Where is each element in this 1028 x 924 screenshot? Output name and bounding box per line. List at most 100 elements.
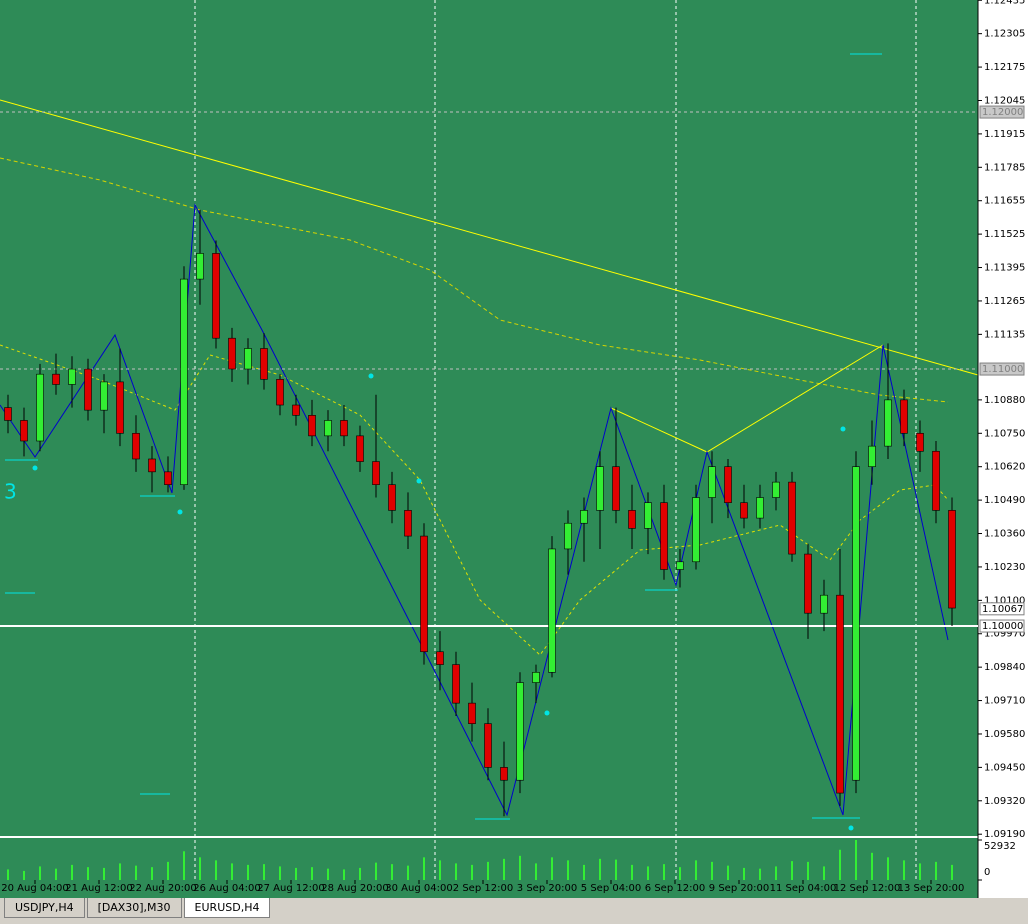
- y-tick-label: 1.09320: [984, 796, 1025, 807]
- candle-body: [564, 522, 572, 550]
- candle-body: [420, 535, 428, 653]
- y-tick-label: 1.10620: [984, 462, 1025, 473]
- price-label: 1.10000: [982, 621, 1023, 632]
- y-tick-label: 1.12175: [984, 62, 1025, 73]
- x-tick-label: 2 Sep 12:00: [453, 883, 513, 894]
- candle-body: [516, 682, 524, 781]
- candle-body: [788, 481, 796, 555]
- x-tick-label: 28 Aug 20:00: [321, 883, 388, 894]
- y-tick-label: 1.11265: [984, 296, 1025, 307]
- candle-body: [548, 548, 556, 673]
- y-tick-label: 1.11655: [984, 196, 1025, 207]
- price-label-box: [979, 619, 1025, 633]
- candle-body: [260, 348, 268, 380]
- candle-body: [772, 481, 780, 498]
- candle-body: [36, 373, 44, 442]
- candle-body: [660, 502, 668, 570]
- candle-body: [884, 399, 892, 447]
- x-tick-label: 6 Sep 12:00: [645, 883, 705, 894]
- candle-body: [244, 348, 252, 370]
- chart-tab[interactable]: EURUSD,H4: [183, 898, 271, 918]
- y-tick-label: 1.09840: [984, 662, 1025, 673]
- candle-body: [724, 466, 732, 503]
- y-tick-label: 1.09450: [984, 762, 1025, 773]
- y-tick-label: 1.12435: [984, 0, 1025, 6]
- candle-body: [388, 484, 396, 511]
- candle-body: [356, 435, 364, 462]
- x-tick-label: 22 Aug 20:00: [129, 883, 196, 894]
- price-label-box: [979, 105, 1025, 119]
- candle-body: [708, 466, 716, 498]
- candle-body: [804, 553, 812, 614]
- candle-body: [436, 651, 444, 665]
- candle-body: [452, 664, 460, 704]
- candle-body: [532, 671, 540, 683]
- x-tick-label: 12 Sep 12:00: [834, 883, 901, 894]
- y-tick-label: 1.09710: [984, 696, 1025, 707]
- price-label: 1.11000: [982, 364, 1023, 375]
- x-tick-label: 21 Aug 12:00: [65, 883, 132, 894]
- candle-body: [4, 407, 12, 421]
- x-tick-label: 26 Aug 04:00: [193, 883, 260, 894]
- y-tick-label: 1.10880: [984, 395, 1025, 406]
- candle-body: [644, 502, 652, 529]
- candle-body: [500, 767, 508, 781]
- x-tick-label: 9 Sep 20:00: [709, 883, 769, 894]
- candle-body: [132, 432, 140, 460]
- candle-body: [276, 379, 284, 406]
- candle-body: [916, 432, 924, 452]
- y-tick-label: 1.12045: [984, 95, 1025, 106]
- y-tick-label: 1.09970: [984, 629, 1025, 640]
- candle-body: [20, 420, 28, 442]
- price-label: 1.12000: [982, 107, 1023, 118]
- candle-body: [52, 373, 60, 385]
- price-pane: [0, 0, 978, 836]
- candle-body: [404, 510, 412, 537]
- candle-body: [612, 466, 620, 511]
- candle-body: [692, 497, 700, 563]
- candle-body: [676, 561, 684, 570]
- y-tick-label: 1.10490: [984, 495, 1025, 506]
- annotation: 3: [4, 480, 17, 504]
- candle-body: [148, 458, 156, 473]
- chart-tab[interactable]: USDJPY,H4: [4, 898, 85, 918]
- candle-body: [196, 253, 204, 280]
- x-tick-label: 13 Sep 20:00: [898, 883, 965, 894]
- candle-body: [468, 702, 476, 724]
- period-separators: [194, 0, 917, 880]
- y-tick-label: 1.11135: [984, 329, 1025, 340]
- candle-body: [340, 420, 348, 437]
- price-label: 1.10067: [982, 604, 1023, 615]
- candle-body: [212, 253, 220, 339]
- candle-body: [740, 502, 748, 519]
- candle-body: [820, 594, 828, 614]
- x-tick-label: 20 Aug 04:00: [1, 883, 68, 894]
- x-tick-label: 30 Aug 04:00: [385, 883, 452, 894]
- candle-body: [164, 471, 172, 485]
- y-tick-label: 1.12305: [984, 29, 1025, 40]
- signal-dots: [32, 373, 854, 831]
- candle-body: [68, 368, 76, 385]
- price-label-box: [979, 362, 1025, 376]
- candle-body: [180, 278, 188, 485]
- y-tick-label: 1.11525: [984, 229, 1025, 240]
- y-tick-label: 1.11785: [984, 162, 1025, 173]
- candle-body: [580, 510, 588, 524]
- x-tick-label: 3 Sep 20:00: [517, 883, 577, 894]
- indicators: [0, 99, 979, 817]
- chart: 3 1.12435 1.12305 1.12175 1.12045 1.11915 1.1…: [0, 0, 1028, 898]
- candle-body: [836, 594, 844, 794]
- candle-body: [84, 368, 92, 411]
- candle-body: [756, 497, 764, 519]
- candle-body: [900, 399, 908, 434]
- candle-body: [116, 381, 124, 434]
- candle-body: [868, 445, 876, 468]
- y-tick-label: 1.10360: [984, 529, 1025, 540]
- candle-body: [932, 450, 940, 511]
- chart-tab[interactable]: [DAX30],M30: [86, 898, 182, 918]
- y-tick-label: 1.10100: [984, 595, 1025, 606]
- tab-bar: USDJPY,H4 [DAX30],M30 EURUSD,H4: [0, 898, 1028, 924]
- candle-body: [372, 461, 380, 485]
- y-tick-label: 1.09190: [984, 829, 1025, 840]
- price-label-box: [979, 602, 1025, 616]
